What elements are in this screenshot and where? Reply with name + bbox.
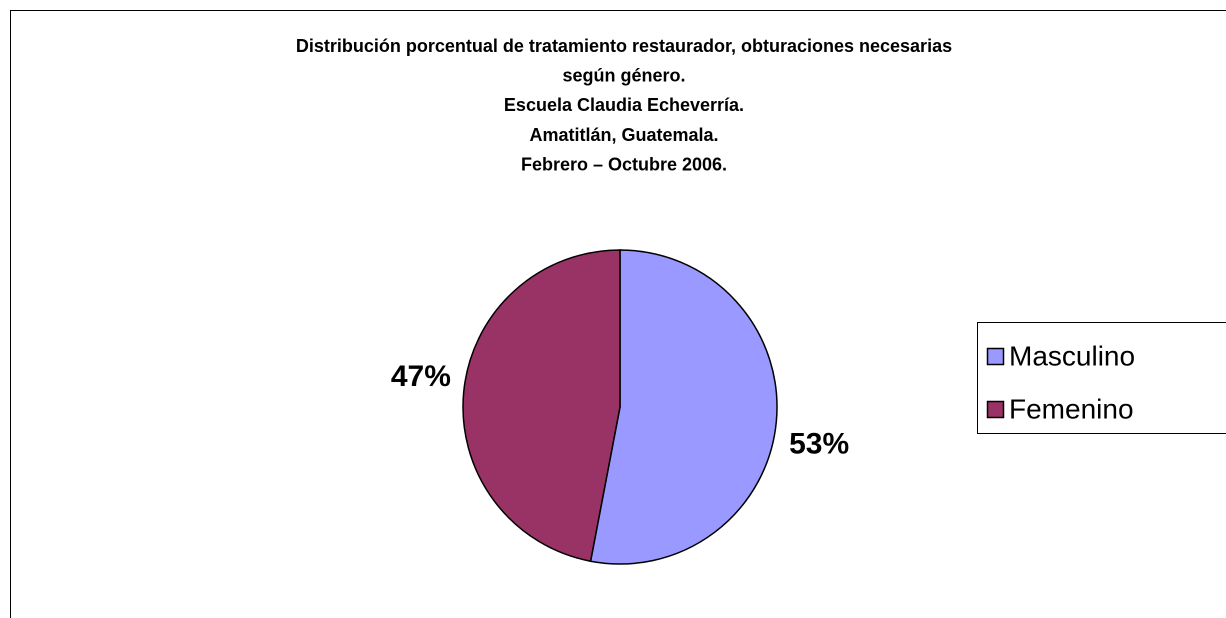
chart-title: Distribución porcentual de tratamiento r… [296,36,952,56]
chart-title: Escuela Claudia Echeverría. [504,95,744,115]
data-label: 47% [391,360,451,393]
legend-label: Masculino [1009,340,1135,371]
legend-swatch [986,400,1005,419]
pie-slice [589,249,778,565]
legend-label: Femenino [1009,393,1134,424]
chart-title: Amatitlán, Guatemala. [529,125,718,145]
pie-slice [462,249,621,563]
legend-box [977,322,1226,434]
data-label: 53% [789,428,849,461]
chart-title: Febrero – Octubre 2006. [521,155,727,175]
legend-swatch [986,347,1005,366]
chart-title: según género. [562,65,685,85]
